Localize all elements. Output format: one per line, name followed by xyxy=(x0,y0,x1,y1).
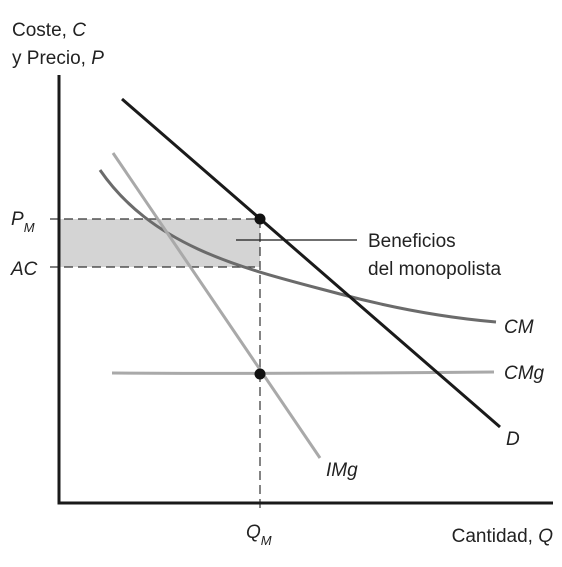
profit-annotation-line1: Beneficios xyxy=(368,231,456,252)
img-curve xyxy=(111,152,322,459)
mr-mc-intersection-point xyxy=(254,368,266,380)
y-axis-label-line2: y Precio, P xyxy=(12,48,104,69)
monopoly-price-point xyxy=(254,213,266,225)
ac-tick-label: AC xyxy=(10,259,38,280)
cm-curve xyxy=(98,169,497,324)
pm-tick-label: PM xyxy=(11,209,35,235)
qm-tick-label: QM xyxy=(246,522,272,548)
cmg-curve xyxy=(111,370,495,375)
demand-curve xyxy=(121,97,501,429)
img-label: IMg xyxy=(326,460,358,481)
profit-annotation-line2: del monopolista xyxy=(368,259,502,280)
x-axis-label: Cantidad, Q xyxy=(452,526,554,547)
cm-label: CM xyxy=(504,317,534,338)
cmg-label: CMg xyxy=(504,363,545,384)
y-axis-label-line1: Coste, C xyxy=(12,20,86,41)
demand-label: D xyxy=(506,429,520,450)
